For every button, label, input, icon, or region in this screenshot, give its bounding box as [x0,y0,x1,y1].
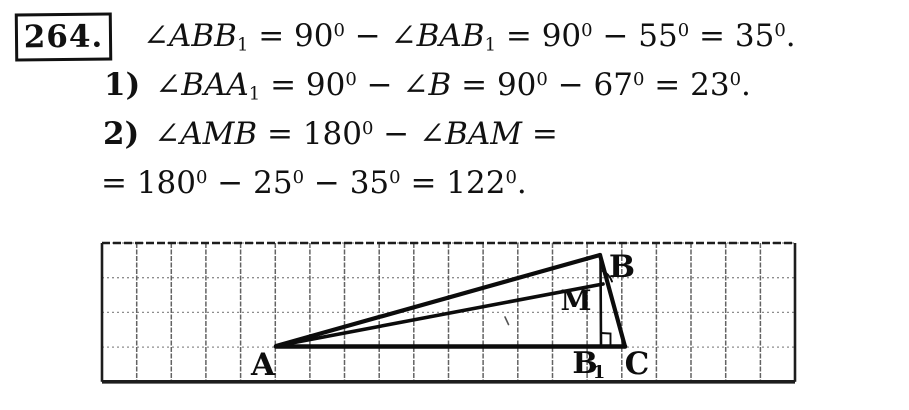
item-number-1: 1) [104,67,141,103]
segment-AM [274,282,605,348]
grid-border [100,241,797,384]
solution-line-3: 2) ∠AMB = 1800 − ∠BAM = [103,119,558,150]
solution-line-4: = 1800 − 250 − 350 = 1220. [101,168,527,199]
stray-mark [504,316,510,326]
label-M: M [561,284,592,317]
angle-arc-B [601,270,613,283]
formula-text: ∠BAA1 = 900 − ∠B = 900 − 670 = 230. [155,67,751,105]
side-BC [597,252,628,349]
label-B1: B1 [572,346,605,383]
right-angle-mark [600,332,612,347]
label-C: C [625,346,650,382]
item-number-2: 2) [103,116,140,152]
altitude-BB1 [599,254,603,347]
formula-text: ∠ABB1 = 900 − ∠BAB1 = 900 − 550 = 350. [143,18,796,56]
label-B: B [609,249,635,285]
formula-text: ∠AMB = 1800 − ∠BAM = [154,116,558,152]
label-A: A [250,347,276,383]
solution-line-2: 1) ∠BAA1 = 900 − ∠B = 900 − 670 = 230. [104,67,751,105]
solution-line-1: ∠ABB1 = 900 − ∠BAB1 = 900 − 550 = 350. [143,18,796,56]
formula-text: = 1800 − 250 − 350 = 1220. [101,165,527,201]
side-AB [273,252,603,349]
triangle-figure [273,252,628,349]
